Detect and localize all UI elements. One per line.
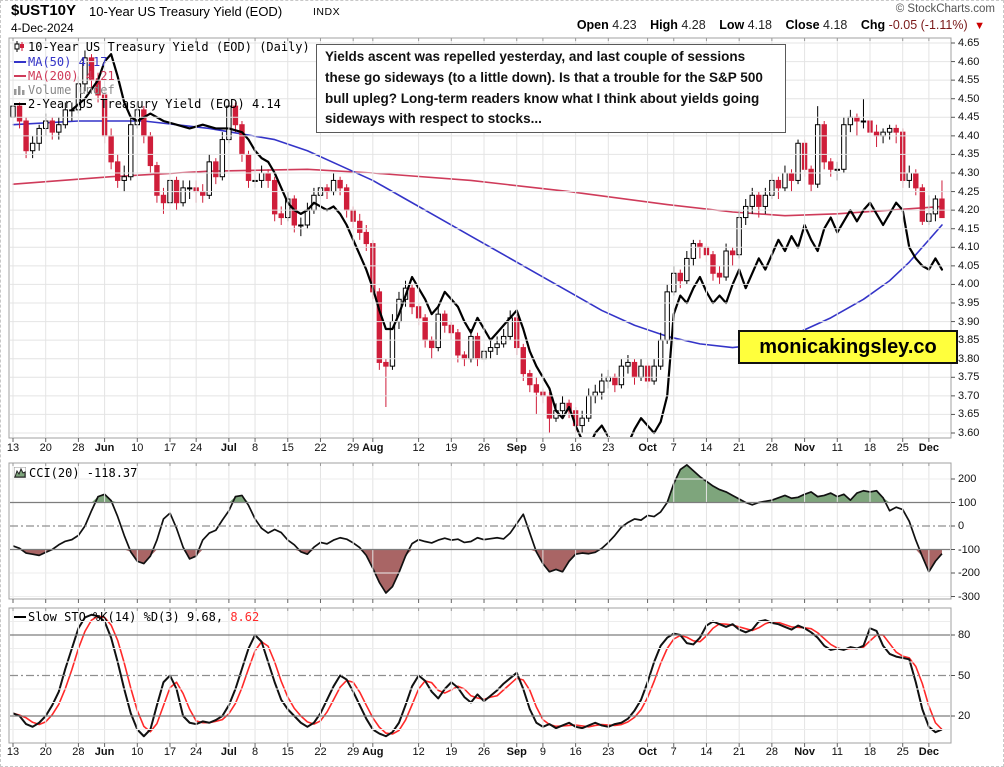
- candlestick-icon: [14, 41, 25, 55]
- ma200-line-swatch-icon: [14, 75, 26, 77]
- legend-cci: CCI(20) -118.37: [13, 466, 137, 481]
- volume-bars-icon: [14, 84, 25, 98]
- symbol-exchange: INDX: [313, 6, 341, 18]
- open-label: Open: [576, 18, 609, 32]
- two-year-line-swatch-icon: [14, 103, 26, 105]
- stockcharts-copyright: © StockCharts.com: [895, 3, 995, 15]
- high-label: High: [650, 18, 678, 32]
- sto-line-swatch-icon: [14, 616, 26, 618]
- legend-stochastic: Slow STO %K(14) %D(3) 9.68, 8.62: [14, 610, 259, 624]
- legend-ma50: MA(50) 4.17: [14, 55, 107, 69]
- legend-price-title: 10-Year US Treasury Yield (EOD) (Daily): [14, 40, 310, 55]
- legend-2year: 2-Year US Treasury Yield (EOD) 4.14: [14, 97, 281, 111]
- analyst-annotation-box: Yields ascent was repelled yesterday, an…: [316, 44, 786, 134]
- change-down-triangle-icon: ▼: [974, 20, 985, 32]
- sto-d-value: 8.62: [230, 610, 260, 624]
- chg-label: Chg: [860, 18, 886, 32]
- high-value: 4.28: [681, 18, 706, 32]
- low-value: 4.18: [747, 18, 773, 32]
- low-label: Low: [719, 18, 745, 32]
- legend-volume: Volume undef: [14, 83, 115, 98]
- ma50-line-swatch-icon: [14, 61, 26, 63]
- open-value: 4.23: [612, 18, 637, 32]
- symbol-ticker: $UST10Y: [11, 2, 77, 19]
- watermark-badge: monicakingsley.co: [738, 330, 958, 364]
- ohlc-quote-row: Open 4.23 High 4.28 Low 4.18 Close 4.18 …: [567, 18, 985, 32]
- close-label: Close: [785, 18, 820, 32]
- close-value: 4.18: [823, 18, 848, 32]
- legend-ma200: MA(200) 4.21: [14, 69, 115, 83]
- symbol-title: 10-Year US Treasury Yield (EOD): [89, 4, 283, 19]
- chart-date: 4-Dec-2024: [11, 21, 74, 35]
- cci-area-icon: [13, 466, 27, 481]
- chg-value: -0.05 (-1.11%): [888, 18, 968, 32]
